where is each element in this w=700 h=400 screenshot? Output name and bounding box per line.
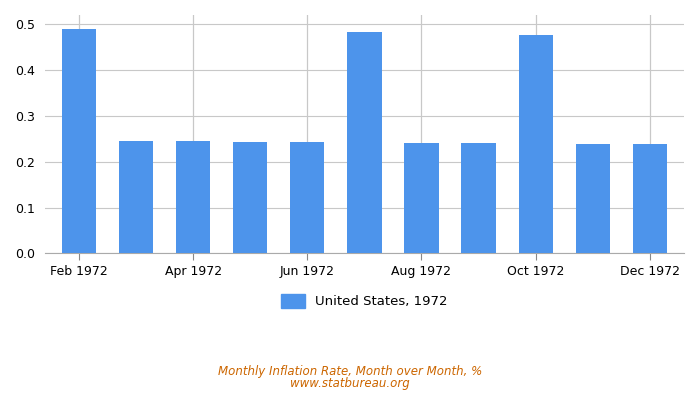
Bar bbox=[461, 143, 496, 253]
Bar bbox=[290, 142, 324, 253]
Bar bbox=[633, 144, 667, 253]
Bar bbox=[119, 141, 153, 253]
Bar bbox=[347, 32, 382, 253]
Bar bbox=[575, 144, 610, 253]
Bar bbox=[519, 35, 553, 253]
Bar bbox=[62, 29, 96, 253]
Bar bbox=[405, 143, 439, 253]
Text: Monthly Inflation Rate, Month over Month, %: Monthly Inflation Rate, Month over Month… bbox=[218, 366, 482, 378]
Bar bbox=[176, 141, 210, 253]
Bar bbox=[233, 142, 267, 253]
Text: www.statbureau.org: www.statbureau.org bbox=[290, 378, 410, 390]
Legend: United States, 1972: United States, 1972 bbox=[276, 289, 453, 314]
